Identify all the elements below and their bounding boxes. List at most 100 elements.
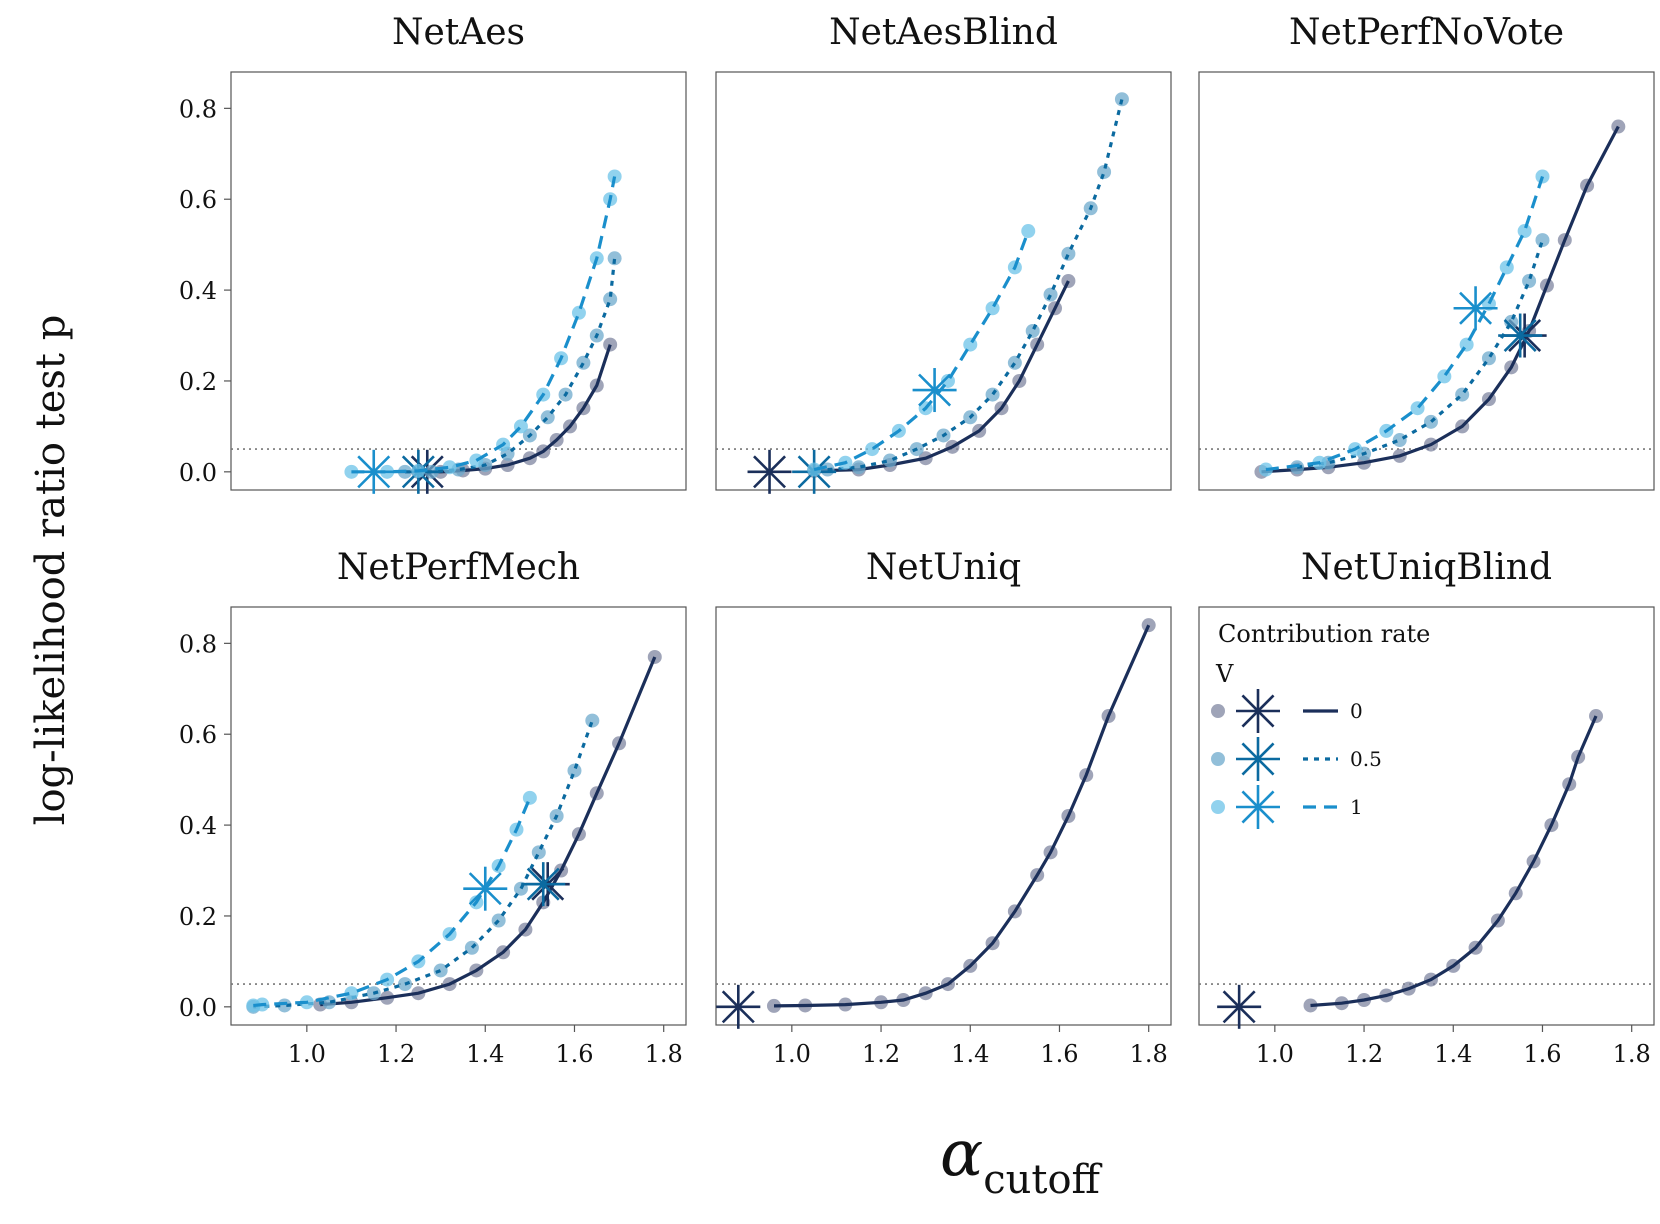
series-line xyxy=(1261,125,1620,474)
data-point xyxy=(1061,246,1076,261)
x-axis-label-sub: cutoff xyxy=(983,1157,1102,1203)
cutoff-star-marker xyxy=(747,449,792,494)
cutoff-star-marker-stroke xyxy=(1222,990,1256,1024)
panel-frame xyxy=(230,606,687,1026)
x-tick-label: 1.4 xyxy=(466,1040,504,1068)
y-tick-label: 0.0 xyxy=(179,459,217,487)
cutoff-star-marker-stroke xyxy=(1503,319,1537,352)
series-v1 xyxy=(246,790,537,1013)
data-point xyxy=(1025,323,1040,338)
series-v0 xyxy=(1254,119,1626,479)
panel-frame xyxy=(715,71,1172,491)
data-point xyxy=(522,790,537,805)
data-point xyxy=(851,460,866,475)
panel-netuniq: NetUniq 1.0 1.2 1.4 1.6 1.8 xyxy=(715,547,1172,1068)
series-v1 xyxy=(1258,169,1550,477)
x-tick-label: 1.6 xyxy=(555,1040,593,1068)
data-point xyxy=(603,292,618,307)
panel-netuniqblind: NetUniqBlind 1.0 1.2 1.4 1.6 1.8 xyxy=(1198,547,1655,1068)
legend-point xyxy=(1211,752,1225,766)
data-point xyxy=(607,169,622,184)
x-tick-label: 1.2 xyxy=(377,1040,415,1068)
legend-entry-0: 0 xyxy=(1211,689,1363,733)
data-point xyxy=(576,355,591,370)
series-v1 xyxy=(344,169,622,494)
y-tick-label: 0.8 xyxy=(179,95,217,123)
data-point xyxy=(571,305,586,320)
data-point xyxy=(433,963,448,978)
panel-title: NetPerfMech xyxy=(337,547,580,588)
legend-label: 0 xyxy=(1350,699,1363,723)
data-point xyxy=(567,763,582,778)
series-line xyxy=(1265,176,1545,472)
y-tick-label: 0.0 xyxy=(179,994,217,1022)
x-tick-label: 1.0 xyxy=(1256,1040,1294,1068)
legend-entries: 00.51 xyxy=(1211,689,1382,829)
series-v0 xyxy=(313,649,662,1012)
panel-frame xyxy=(1198,71,1655,491)
panel-title: NetAes xyxy=(392,12,525,53)
data-point xyxy=(277,998,292,1013)
data-point xyxy=(1423,414,1438,429)
data-point xyxy=(882,453,897,468)
data-point xyxy=(1141,618,1156,633)
y-tick-label: 0.2 xyxy=(179,368,217,396)
legend-star-icon-stroke xyxy=(1241,790,1275,824)
cutoff-star-marker xyxy=(351,449,396,494)
panel-netaesblind: NetAesBlind xyxy=(715,12,1172,494)
legend-point xyxy=(1211,800,1225,814)
y-tick-label: 0.6 xyxy=(179,721,217,749)
legend-entry-05: 0.5 xyxy=(1211,737,1382,781)
panel-frame xyxy=(230,71,687,491)
series-line xyxy=(320,656,657,1007)
series-v05 xyxy=(246,713,600,1014)
cutoff-star-marker xyxy=(1498,313,1543,358)
cutoff-star-marker xyxy=(912,368,957,413)
series-line xyxy=(813,230,1030,472)
panel-title: NetAesBlind xyxy=(829,12,1058,53)
data-point xyxy=(766,998,781,1013)
y-tick-label: 0.6 xyxy=(179,186,217,214)
x-tick-label: 1.8 xyxy=(1613,1040,1651,1068)
data-point xyxy=(442,460,457,475)
x-tick-label: 1.8 xyxy=(1130,1040,1168,1068)
data-point xyxy=(607,251,622,266)
legend-label: 0.5 xyxy=(1350,747,1382,771)
data-point xyxy=(1021,224,1036,239)
panel-frame xyxy=(715,606,1172,1026)
panel-title: NetPerfNoVote xyxy=(1289,12,1564,53)
y-axis-label: log-likelihood ratio test p xyxy=(28,315,74,826)
series-line xyxy=(253,797,532,1008)
data-point xyxy=(1007,355,1022,370)
series-line xyxy=(773,624,1151,1008)
series-line xyxy=(827,98,1124,472)
cutoff-star-marker xyxy=(716,984,761,1029)
data-point xyxy=(647,649,662,664)
x-tick-label: 1.4 xyxy=(1434,1040,1472,1068)
legend-label: 1 xyxy=(1350,795,1363,819)
x-tick-label: 1.6 xyxy=(1040,1040,1078,1068)
x-axis-label: αcutoff xyxy=(940,1117,1103,1203)
legend-star-icon xyxy=(1236,737,1280,781)
series-v0 xyxy=(747,274,1076,494)
series-v1 xyxy=(807,224,1036,477)
data-point xyxy=(1535,233,1550,248)
y-tick-label: 0.4 xyxy=(179,277,217,305)
series-v05 xyxy=(792,92,1129,494)
data-point xyxy=(1499,260,1514,275)
cutoff-star-marker-stroke xyxy=(753,455,787,489)
data-point xyxy=(1114,92,1129,107)
data-point xyxy=(344,986,359,1001)
legend-star-icon xyxy=(1236,689,1280,733)
panels-group: NetAes 0.0 0.2 0.4 0.6 0.8 NetAesBlind NetPerfN… xyxy=(179,12,1655,1068)
series-line xyxy=(405,258,617,474)
cutoff-star-marker xyxy=(1453,286,1498,331)
panel-title: NetUniqBlind xyxy=(1301,547,1552,588)
cutoff-star-marker-stroke xyxy=(918,373,952,407)
legend-star-icon xyxy=(1236,785,1280,829)
cutoff-star-marker-stroke xyxy=(526,867,560,901)
data-point xyxy=(1517,224,1532,239)
legend-point xyxy=(1211,704,1225,718)
cutoff-star-marker-stroke xyxy=(468,872,502,906)
data-point xyxy=(985,301,1000,316)
